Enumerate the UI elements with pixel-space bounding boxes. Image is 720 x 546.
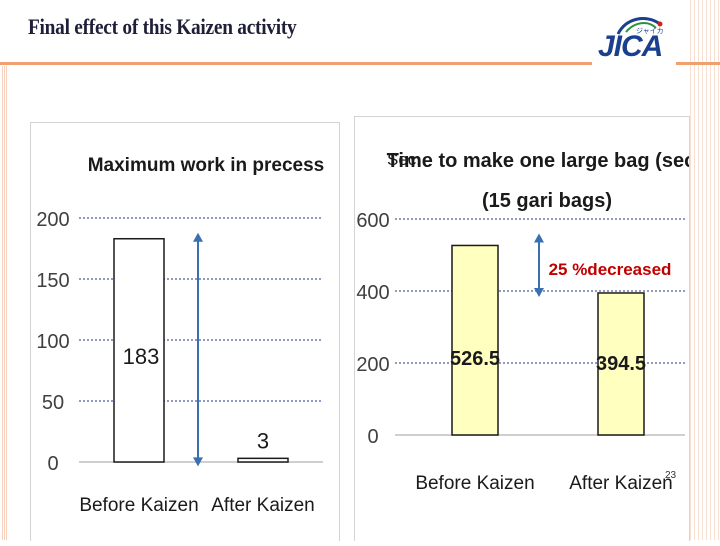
y-tick-label: 200 (356, 354, 389, 376)
logo-swoosh-icon (616, 17, 663, 35)
chart-title: Time to make one large bag (sec.) (387, 150, 689, 172)
arrow-head-down-icon (193, 457, 203, 467)
arrow-head-up-icon (193, 232, 203, 242)
data-label: 526.5 (450, 348, 500, 370)
category-label: Before Kaizen (79, 495, 198, 516)
category-label: After Kaizen (569, 473, 673, 494)
chart-panel-time: Sec. Time to make one large bag (sec.) (… (354, 116, 707, 541)
title-underline (0, 62, 592, 65)
data-label: 183 (123, 344, 160, 369)
arrow-head-down-icon (534, 287, 544, 297)
category-label: Before Kaizen (415, 473, 534, 494)
y-tick-label: 200 (36, 209, 69, 231)
chart-panel-wip: Maximum work in precess 0 50 100 150 200 183… (30, 122, 340, 541)
logo-text: JICA (598, 30, 663, 63)
slide-number: 23 (665, 470, 677, 481)
data-label: 3 (257, 428, 269, 453)
y-tick-label: 100 (36, 331, 69, 353)
decrease-annotation: 25 %decreased (549, 260, 672, 279)
y-tick-label: 150 (36, 270, 69, 292)
y-tick-label: 50 (42, 392, 64, 414)
logo-kana: ジャイカ (636, 28, 664, 35)
y-tick-label: 600 (356, 210, 389, 232)
y-tick-label: 0 (47, 453, 58, 475)
unit-label: Sec. (387, 150, 421, 169)
title-underline-right (676, 62, 720, 65)
arrow-head-up-icon (534, 233, 544, 243)
chart-subtitle: (15 gari bags) (482, 190, 612, 212)
category-label: After Kaizen (211, 495, 315, 516)
y-tick-label: 0 (367, 426, 378, 448)
y-tick-label: 400 (356, 282, 389, 304)
data-label: 394.5 (596, 353, 646, 375)
slide-title: Final effect of this Kaizen activity (28, 14, 297, 39)
chart-title: Maximum work in precess (88, 155, 325, 176)
bar-before (451, 244, 499, 436)
decorative-stripe-left (2, 66, 8, 540)
jica-logo: ジャイカ JICA (596, 12, 668, 68)
bar-after (237, 457, 289, 463)
bar-after (597, 292, 645, 436)
decorative-stripe-right (690, 0, 720, 540)
bar-before (113, 237, 165, 463)
chart-time: Sec. Time to make one large bag (sec.) (… (356, 150, 707, 494)
chart-wip: Maximum work in precess 0 50 100 150 200 183… (36, 155, 325, 516)
